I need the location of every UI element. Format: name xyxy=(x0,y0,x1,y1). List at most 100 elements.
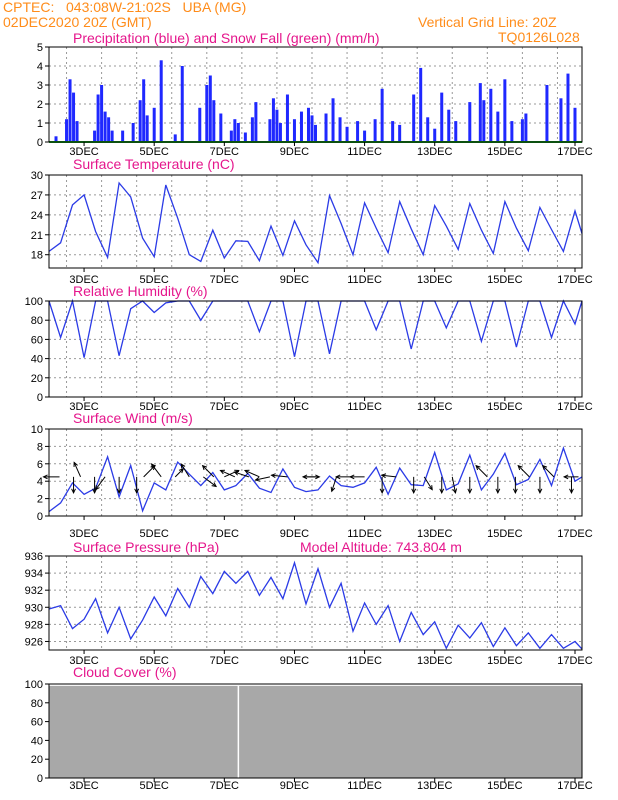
y-tick-label: 936 xyxy=(25,551,43,563)
precip-bar xyxy=(243,132,247,142)
precip-bar xyxy=(219,113,223,142)
series-line xyxy=(48,298,583,358)
y-tick-label: 928 xyxy=(25,619,43,631)
precip-bar xyxy=(208,75,212,142)
x-tick-label: 7DEC xyxy=(210,146,239,158)
series-line xyxy=(48,560,583,650)
precip-bar xyxy=(271,98,275,142)
precip-bar xyxy=(520,119,524,142)
precip-bar xyxy=(180,66,184,142)
wind-arrow-head xyxy=(201,464,208,471)
wind-arrow-head xyxy=(150,463,156,469)
precip-bar xyxy=(373,119,377,142)
x-tick-label: 9DEC xyxy=(280,655,309,667)
x-tick-label: 13DEC xyxy=(417,146,453,158)
precip-bar xyxy=(100,85,104,142)
x-tick-label: 5DEC xyxy=(140,780,169,792)
wind-arrow-head xyxy=(411,488,417,494)
y-tick-label: 932 xyxy=(25,585,43,597)
precip-bar xyxy=(205,85,209,142)
y-tick-label: 934 xyxy=(25,568,43,580)
y-tick-label: 40 xyxy=(31,354,43,366)
wind-arrow-head xyxy=(116,488,122,494)
y-tick-label: 100 xyxy=(25,679,43,691)
x-tick-label: 9DEC xyxy=(280,274,309,286)
precip-bar xyxy=(314,124,317,142)
wind-arrow-head xyxy=(439,488,445,494)
x-tick-label: 5DEC xyxy=(140,274,169,286)
cloud-cover-area xyxy=(49,685,582,778)
precip-bar xyxy=(419,67,423,142)
precip-bar xyxy=(152,107,156,142)
y-tick-label: 60 xyxy=(31,717,43,729)
wind-arrow xyxy=(244,469,260,478)
y-tick-label: 0 xyxy=(37,511,43,523)
precip-bar xyxy=(233,119,237,142)
y-tick-label: 100 xyxy=(25,296,43,308)
wind-arrow-head xyxy=(233,470,240,476)
wind-arrow xyxy=(174,468,184,478)
wind-arrow-head xyxy=(330,486,336,493)
grid-line-note: Vertical Grid Line: 20Z xyxy=(418,14,557,30)
wind-arrow xyxy=(475,465,488,478)
wind-arrow-head xyxy=(73,461,78,467)
x-tick-label: 17DEC xyxy=(557,401,593,413)
y-tick-label: 24 xyxy=(31,210,43,222)
wind-arrow xyxy=(143,465,156,478)
x-tick-label: 15DEC xyxy=(487,655,523,667)
wind-arrow xyxy=(381,474,397,478)
precip-bar xyxy=(363,130,367,142)
precip-bar xyxy=(145,115,149,142)
wind-arrow-head xyxy=(134,488,140,494)
panel-title: Precipitation (blue) and Snow Fall (gree… xyxy=(73,30,380,46)
precip-bar xyxy=(380,88,384,142)
precip-bar xyxy=(229,130,233,142)
x-tick-label: 3DEC xyxy=(69,655,98,667)
wind-arrow-head xyxy=(467,488,473,494)
y-tick-label: 0 xyxy=(37,137,43,149)
y-tick-label: 4 xyxy=(37,61,43,73)
wind-arrow xyxy=(542,465,555,478)
wind-arrow-head xyxy=(541,464,548,471)
precip-bar xyxy=(285,94,289,142)
y-tick-label: 40 xyxy=(31,735,43,747)
x-tick-label: 17DEC xyxy=(557,655,593,667)
x-tick-label: 7DEC xyxy=(210,780,239,792)
x-tick-label: 15DEC xyxy=(487,780,523,792)
series-line xyxy=(48,181,583,265)
x-tick-label: 13DEC xyxy=(417,274,453,286)
precip-bar xyxy=(447,109,451,142)
precip-bar xyxy=(268,119,272,142)
wind-arrow-head xyxy=(178,468,185,474)
wind-arrow-head xyxy=(94,485,100,491)
x-tick-label: 13DEC xyxy=(417,655,453,667)
precip-bar xyxy=(510,121,514,142)
y-tick-label: 10 xyxy=(31,424,43,436)
precip-bar xyxy=(93,130,97,142)
wind-arrow xyxy=(151,463,162,478)
y-tick-label: 2 xyxy=(37,494,43,506)
precip-bar xyxy=(324,113,328,142)
x-tick-label: 13DEC xyxy=(417,528,453,540)
precip-bar xyxy=(65,119,69,142)
wind-arrow-head xyxy=(301,474,308,480)
wind-arrow-head xyxy=(379,488,385,494)
precip-bar xyxy=(142,79,146,142)
wind-arrow-head xyxy=(517,464,523,471)
precip-bar xyxy=(278,123,282,142)
precip-bar xyxy=(131,123,135,142)
wind-arrow-head xyxy=(254,476,261,482)
precip-bar xyxy=(306,107,310,142)
x-tick-label: 9DEC xyxy=(280,146,309,158)
wind-arrow-head xyxy=(452,488,458,494)
x-tick-label: 7DEC xyxy=(210,401,239,413)
panel-frame xyxy=(48,428,583,517)
y-tick-label: 0 xyxy=(37,392,43,404)
y-tick-label: 80 xyxy=(31,698,43,710)
panel-title: Surface Pressure (hPa) xyxy=(73,539,219,555)
y-tick-label: 80 xyxy=(31,315,43,327)
x-tick-label: 5DEC xyxy=(140,655,169,667)
precip-bar xyxy=(103,111,107,142)
precip-bar xyxy=(412,94,416,142)
y-tick-label: 20 xyxy=(31,373,43,385)
